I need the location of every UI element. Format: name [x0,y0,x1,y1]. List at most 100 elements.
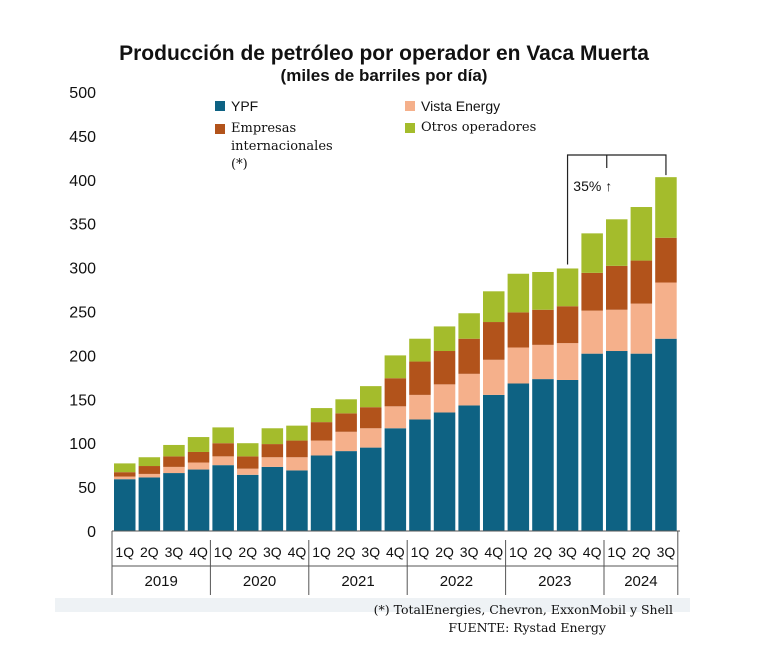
x-tick-label: 1Q [312,544,331,560]
bar-segment-empresas-internacionales [384,378,407,407]
x-tick-label: 2Q [534,544,553,560]
year-label: 2021 [341,573,374,590]
year-label: 2023 [538,573,571,590]
bar-segment-empresas-internacionales [507,312,530,348]
bar-segment-empresas-internacionales [581,272,603,311]
bar-segment-ypf [261,466,284,531]
bar-segment-empresas-internacionales [212,443,234,457]
legend-swatch-otros [405,123,415,133]
year-label: 2022 [440,573,473,590]
bar-segment-otros-operadores [606,219,628,266]
bar-segment-ypf [630,353,653,531]
x-tick-label: 3Q [263,544,282,560]
bar-segment-ypf [483,394,505,531]
bar-segment-ypf [581,353,603,531]
bar-segment-otros-operadores [335,399,357,414]
bar-segment-empresas-internacionales [261,444,284,458]
bar-segment-empresas-internacionales [655,237,677,283]
bar-segment-ypf [310,455,333,531]
x-tick-label: 4Q [386,544,405,560]
bar-segment-vista-energy [655,282,677,339]
bar-segment-otros-operadores [187,437,210,452]
bar-segment-empresas-internacionales [187,451,210,463]
bar-segment-vista-energy [138,473,161,478]
bar-segment-empresas-internacionales [237,456,259,469]
footnote: (*) TotalEnergies, Chevron, ExxonMobil y… [373,602,673,617]
bar-segment-otros-operadores [532,271,554,310]
bar-segment-empresas-internacionales [606,265,628,310]
y-tick-label: 250 [69,305,96,322]
chart-subtitle: (miles de barriles por día) [280,66,488,85]
bar-segment-vista-energy [606,309,628,352]
x-tick-label: 1Q [411,544,430,560]
bar-segment-ypf [360,447,382,531]
year-label: 2020 [243,573,276,590]
bar-segment-otros-operadores [310,408,333,423]
bar-segment-ypf [187,469,210,531]
bar-segment-ypf [384,428,407,531]
bar-segment-vista-energy [237,468,259,475]
y-tick-label: 400 [69,173,96,190]
bar-segment-vista-energy [581,310,603,354]
x-tick-label: 3Q [460,544,479,560]
bar-segment-vista-energy [507,347,530,384]
bar-segment-empresas-internacionales [286,440,308,458]
bar-segment-vista-energy [187,462,210,470]
bar-segment-vista-energy [310,440,333,456]
bar-segment-empresas-internacionales [335,413,357,432]
x-tick-label: 3Q [657,544,676,560]
bar-segment-empresas-internacionales [483,322,505,360]
x-tick-label: 3Q [558,544,577,560]
bar-segment-vista-energy [630,303,653,354]
bar-segment-empresas-internacionales [630,260,653,304]
bar-segment-ypf [163,473,185,531]
legend-label-internacionales: Empresas internacionales (*) [231,121,333,172]
x-tick-label: 4Q [189,544,208,560]
bar-segment-otros-operadores [114,463,136,473]
x-tick-label: 3Q [361,544,380,560]
x-tick-label: 4Q [484,544,503,560]
bar-segment-ypf [507,383,530,531]
x-tick-label: 1Q [607,544,626,560]
bar-segment-ypf [532,379,554,531]
y-tick-label: 450 [69,129,96,146]
legend-label-otros: Otros operadores [421,120,537,135]
bar-segment-ypf [606,351,628,531]
bar-segment-otros-operadores [483,291,505,323]
x-tick-label: 1Q [214,544,233,560]
bar-segment-empresas-internacionales [409,361,431,395]
bar-segment-vista-energy [212,456,234,466]
bar-segment-otros-operadores [163,444,185,457]
x-tick-label: 2Q [140,544,159,560]
bar-segment-vista-energy [335,431,357,452]
bar-segment-vista-energy [286,457,308,471]
bar-segment-vista-energy [163,466,185,474]
bar-segment-vista-energy [384,406,407,429]
bar-segment-otros-operadores [507,273,530,313]
bar-segment-empresas-internacionales [360,407,382,429]
x-tick-label: 1Q [509,544,528,560]
bar-segment-empresas-internacionales [458,338,480,374]
bar-segment-ypf [114,479,136,531]
legend-swatch-ypf [215,101,225,111]
bar-segment-otros-operadores [409,338,431,362]
bar-segment-vista-energy [556,343,579,380]
x-tick-label: 4Q [583,544,602,560]
x-tick-label: 4Q [288,544,307,560]
bar-segment-otros-operadores [237,443,259,457]
x-tick-label: 2Q [435,544,454,560]
bar-segment-vista-energy [532,344,554,380]
bar-segment-vista-energy [360,428,382,448]
bar-segment-otros-operadores [458,313,480,339]
y-tick-label: 50 [78,480,96,497]
legend-label-ypf: YPF [231,98,259,114]
y-tick-label: 350 [69,217,96,234]
bar-segment-otros-operadores [581,233,603,273]
bar-segment-otros-operadores [261,428,284,445]
legend-swatch-internacionales [215,124,225,134]
bar-segment-ypf [335,451,357,531]
y-tick-label: 500 [69,85,96,102]
bar-segment-otros-operadores [212,427,234,444]
bar-segment-vista-energy [458,373,480,406]
bar-segment-vista-energy [433,384,456,413]
